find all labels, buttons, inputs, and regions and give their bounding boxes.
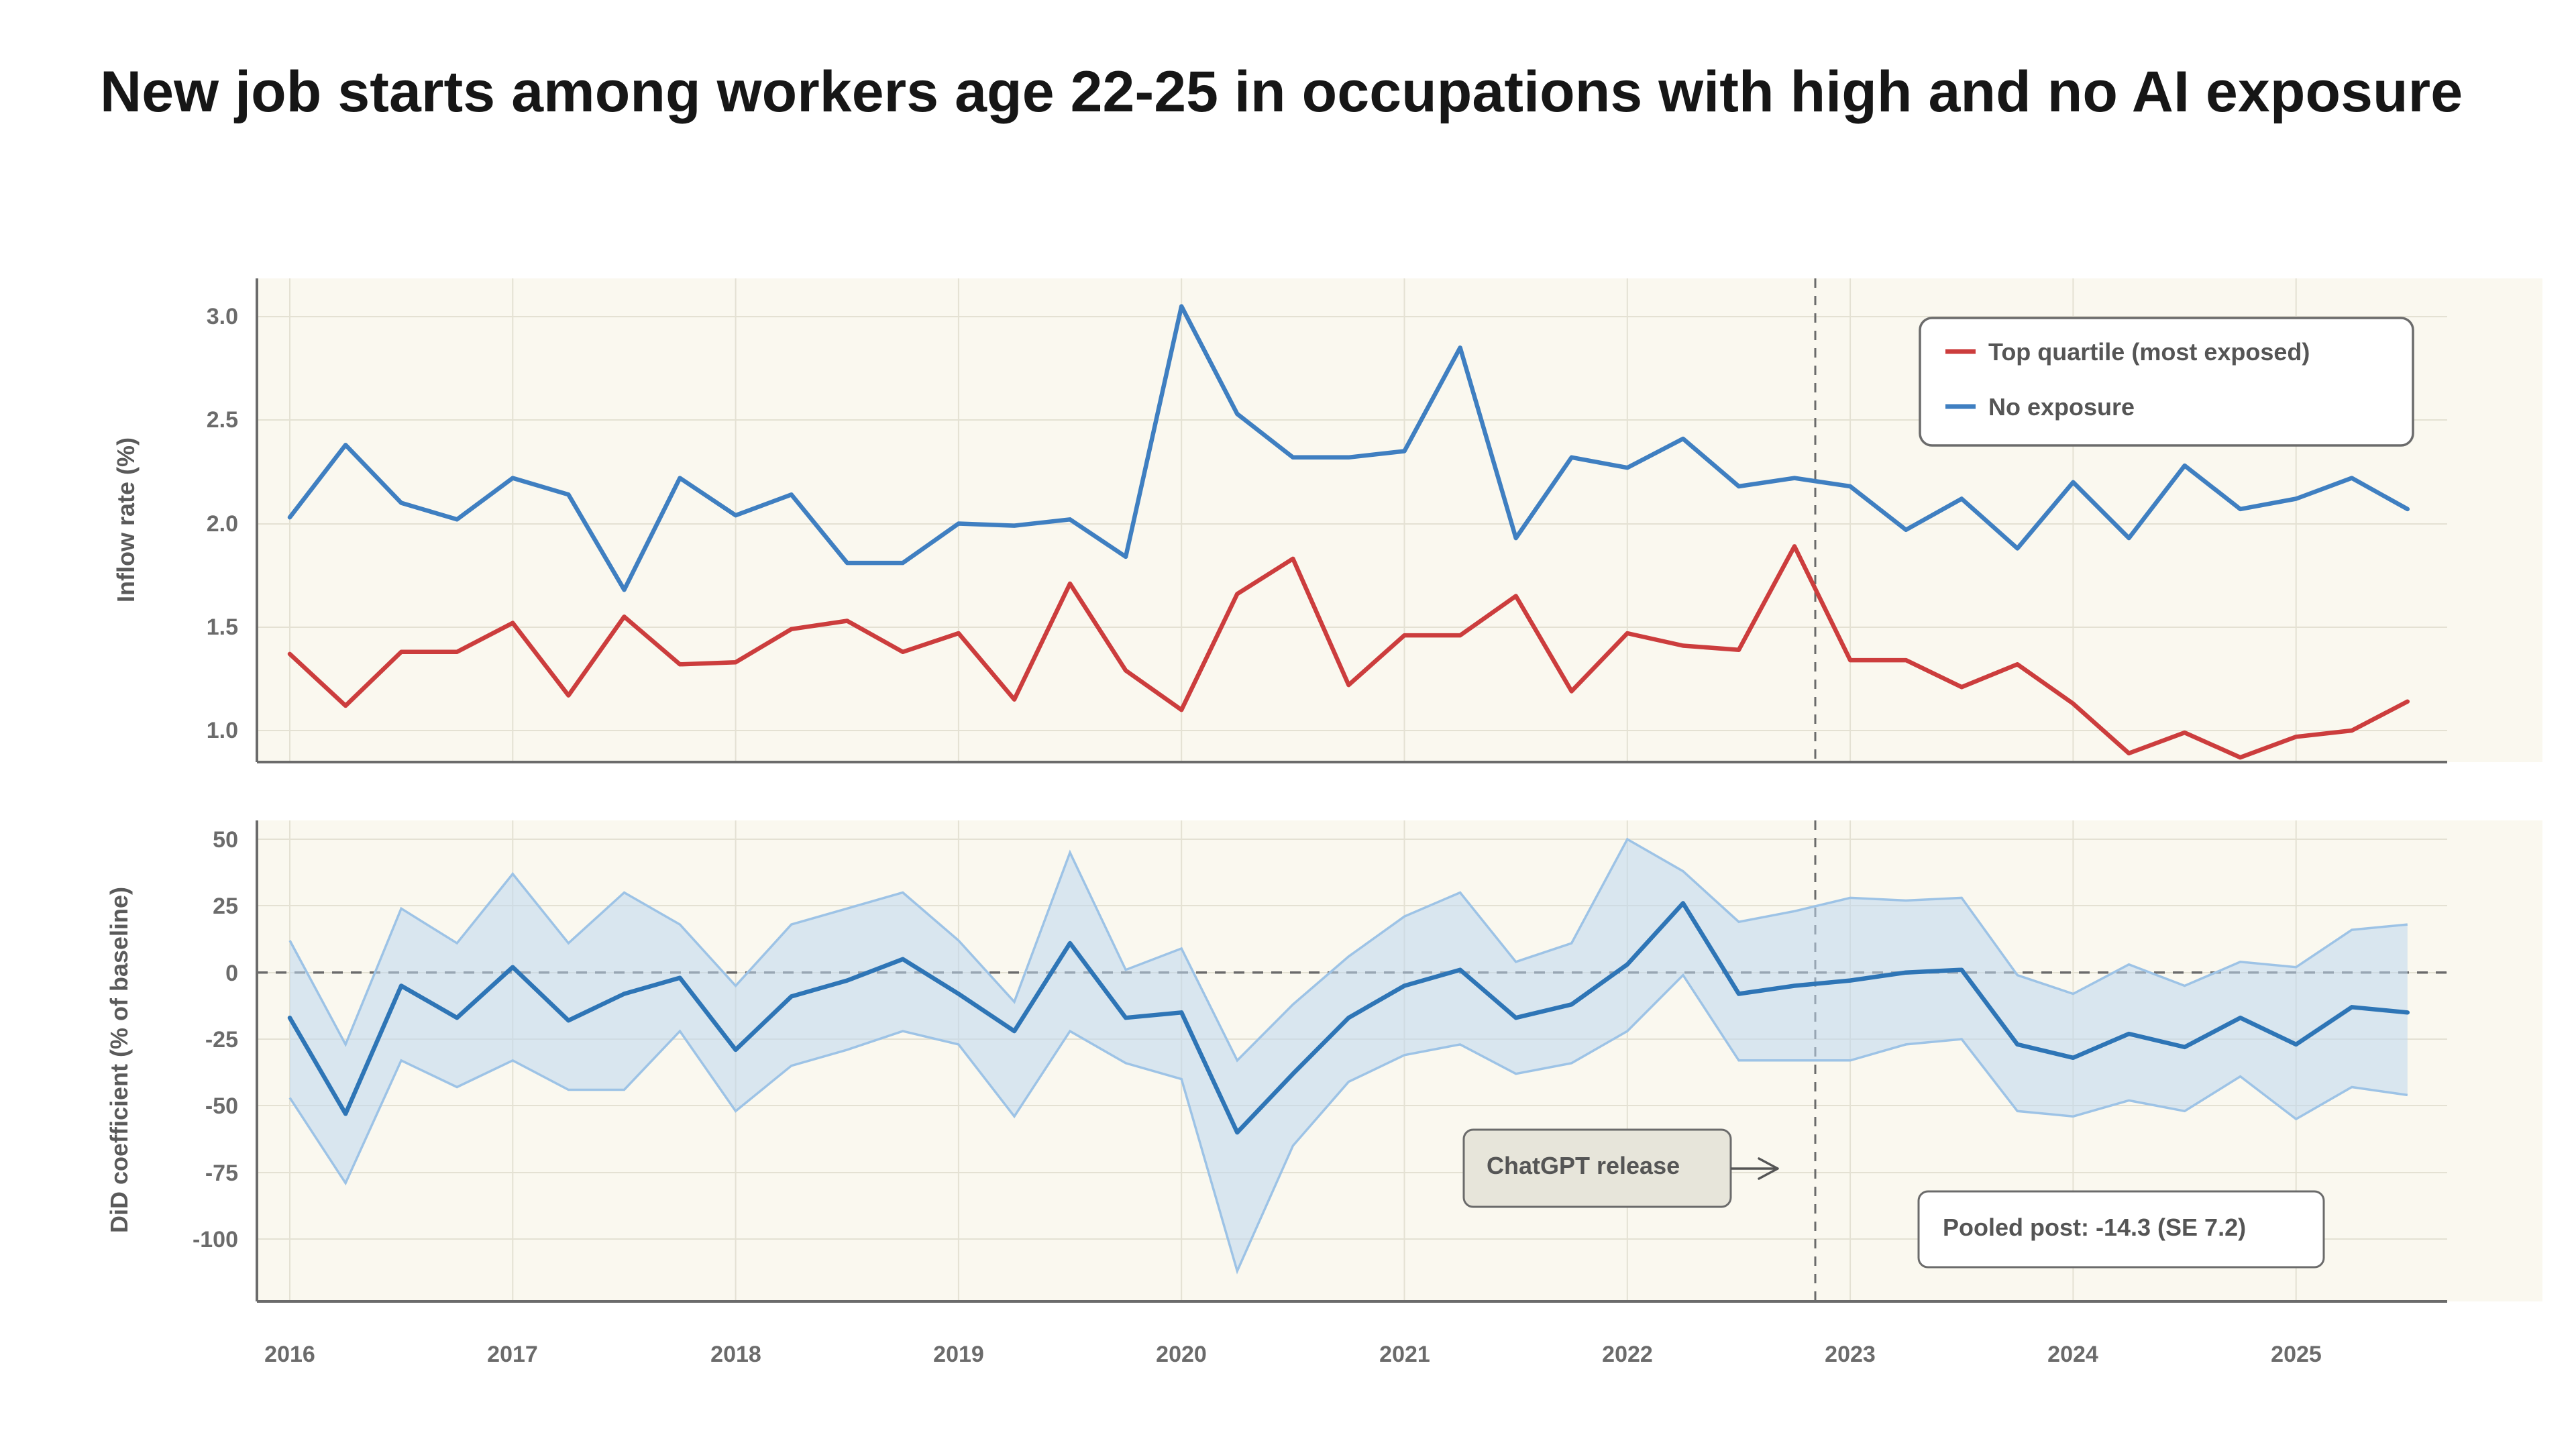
svg-text:2024: 2024 xyxy=(2047,1342,2098,1367)
svg-text:2021: 2021 xyxy=(1379,1342,1430,1367)
svg-text:2017: 2017 xyxy=(487,1342,538,1367)
svg-text:2019: 2019 xyxy=(933,1342,984,1367)
svg-text:2022: 2022 xyxy=(1602,1342,1653,1367)
svg-text:50: 50 xyxy=(213,827,238,853)
svg-text:2020: 2020 xyxy=(1156,1342,1207,1367)
svg-text:2023: 2023 xyxy=(1825,1342,1876,1367)
svg-text:2.5: 2.5 xyxy=(207,407,238,433)
svg-text:1.5: 1.5 xyxy=(207,614,238,640)
svg-text:No exposure: No exposure xyxy=(1988,393,2135,421)
svg-text:-75: -75 xyxy=(205,1161,238,1186)
svg-text:Top quartile (most exposed): Top quartile (most exposed) xyxy=(1988,338,2310,366)
svg-text:25: 25 xyxy=(213,894,238,919)
svg-text:DiD coefficient (% of baseline: DiD coefficient (% of baseline) xyxy=(105,887,133,1233)
svg-text:0: 0 xyxy=(225,961,238,986)
svg-text:3.0: 3.0 xyxy=(207,304,238,329)
svg-text:Inflow rate (%): Inflow rate (%) xyxy=(112,437,140,602)
svg-text:2.0: 2.0 xyxy=(207,511,238,537)
svg-text:2025: 2025 xyxy=(2271,1342,2322,1367)
svg-text:2018: 2018 xyxy=(710,1342,761,1367)
svg-text:1.0: 1.0 xyxy=(207,718,238,743)
svg-text:2016: 2016 xyxy=(264,1342,315,1367)
svg-text:-50: -50 xyxy=(205,1093,238,1119)
svg-text:Pooled post: -14.3 (SE 7.2): Pooled post: -14.3 (SE 7.2) xyxy=(1943,1214,2246,1241)
svg-text:-100: -100 xyxy=(193,1227,238,1252)
svg-text:-25: -25 xyxy=(205,1027,238,1053)
svg-text:ChatGPT release: ChatGPT release xyxy=(1487,1152,1680,1179)
